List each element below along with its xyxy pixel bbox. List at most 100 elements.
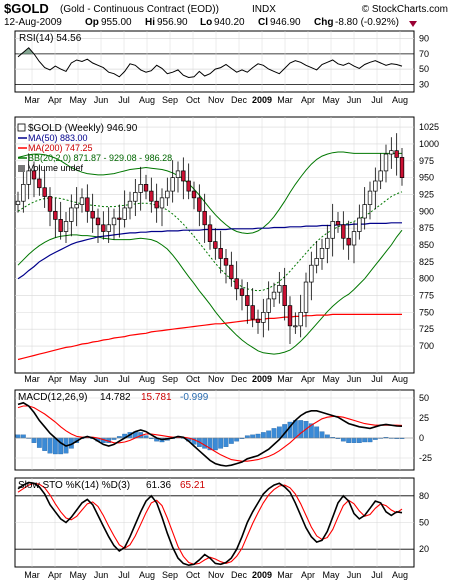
candle	[133, 192, 138, 202]
macd-histogram-bar	[244, 435, 250, 439]
candle	[74, 204, 79, 209]
x-tick-label: Apr	[48, 95, 62, 105]
candle	[346, 237, 351, 246]
x-tick-label: Apr	[301, 374, 315, 384]
candle	[229, 264, 234, 280]
x-tick-label: Jun	[347, 570, 362, 580]
x-tick-label: Jun	[347, 95, 362, 105]
macd-histogram-bar	[255, 433, 261, 439]
x-tick-label: 2009	[252, 374, 272, 384]
candle	[250, 305, 255, 320]
candle	[15, 200, 21, 205]
candle	[239, 288, 245, 296]
rsi-line	[17, 47, 403, 79]
macd-histogram-bar	[228, 437, 234, 444]
price-tick-label: 925	[419, 189, 434, 199]
macd-panel	[14, 389, 415, 471]
candle	[351, 231, 357, 246]
x-tick-label: Jul	[118, 95, 130, 105]
chart-date: 12-Aug-2009	[4, 17, 62, 28]
x-tick-label: May	[69, 95, 87, 105]
x-tick-label: 2009	[252, 570, 272, 580]
x-tick-label: Mar	[277, 374, 293, 384]
candle	[255, 318, 261, 323]
x-tick-label: May	[322, 570, 340, 580]
candle	[335, 221, 341, 226]
candle	[154, 200, 159, 209]
price-tick-label: 825	[419, 257, 434, 267]
x-tick-label: Apr	[48, 374, 62, 384]
x-tick-label: Sep	[162, 95, 178, 105]
sto-legend-d: 65.21	[180, 480, 205, 491]
x-tick-label: Dec	[231, 95, 248, 105]
high-label: Hi	[145, 17, 155, 28]
candle	[341, 224, 346, 239]
macd-histogram-bar	[260, 432, 266, 439]
price-tick-label: 975	[419, 156, 434, 166]
change-value: -8.80 (-0.92%)	[335, 17, 399, 28]
macd-legend-prefix: MACD(12,26,9)	[18, 392, 87, 403]
candle	[399, 157, 405, 178]
x-tick-label: Nov	[208, 374, 225, 384]
candle	[261, 312, 266, 323]
candle	[101, 224, 106, 232]
x-tick-label: Aug	[392, 570, 408, 580]
price-tick-label: 1025	[419, 122, 439, 132]
candle	[389, 150, 394, 155]
macd-histogram-bar	[266, 430, 272, 439]
sto-tick-label: 50	[419, 518, 429, 528]
volume-legend: Volume undef	[28, 163, 84, 173]
x-tick-label: Jun	[347, 374, 362, 384]
candle	[186, 180, 191, 192]
rsi-legend: RSI(14) 54.56	[19, 33, 82, 44]
macd-histogram-bar	[250, 434, 256, 439]
x-tick-label: Jul	[371, 570, 383, 580]
sto-k-line	[17, 481, 403, 567]
candle	[58, 219, 63, 232]
price-tick-label: 1000	[419, 139, 439, 149]
rsi-legend-text: RSI(14) 54.56	[19, 33, 82, 44]
candle	[53, 210, 58, 220]
candle	[138, 184, 143, 193]
chart-description: (Gold - Continuous Contract (EOD))	[60, 4, 219, 15]
price-tick-label: 800	[419, 274, 434, 284]
bb-legend: BB(20,2.0) 871.87 - 929.08 - 986.28	[28, 153, 172, 163]
open-value: 955.00	[101, 17, 132, 28]
macd-histogram-bar	[276, 426, 282, 439]
sto-tick-label: 20	[419, 544, 429, 554]
x-tick-label: Oct	[186, 95, 201, 105]
candle	[42, 187, 47, 197]
macd-histogram-bar	[271, 428, 277, 439]
x-tick-label: May	[322, 374, 340, 384]
sto-legend: Slow STO %K(14) %D(3) 61.36 65.21	[18, 480, 205, 491]
x-tick-label: Mar	[24, 95, 40, 105]
macd-tick-label: -25	[419, 453, 432, 463]
rsi-panel	[14, 30, 415, 93]
rsi-tick-label: 30	[419, 79, 429, 89]
macd-histogram-bar	[314, 426, 320, 439]
candle	[197, 197, 202, 212]
x-tick-label: Aug	[139, 570, 155, 580]
x-tick-label: Jun	[94, 374, 109, 384]
macd-histogram-bar	[367, 437, 373, 443]
macd-histogram-bar	[356, 437, 362, 443]
candle	[245, 295, 250, 306]
candle	[165, 190, 170, 199]
x-tick-label: Aug	[139, 95, 155, 105]
candle	[266, 298, 271, 313]
x-tick-label: Aug	[392, 95, 408, 105]
macd-signal-line	[17, 405, 403, 462]
candle	[47, 196, 53, 212]
open-label: Op	[85, 17, 99, 28]
x-tick-label: Jun	[94, 570, 109, 580]
x-tick-label: Mar	[277, 95, 293, 105]
candle	[143, 184, 149, 192]
candle	[85, 197, 90, 212]
high-value: 956.90	[157, 17, 188, 28]
candle	[159, 197, 165, 209]
candle	[213, 241, 218, 249]
candle	[309, 264, 314, 283]
candle	[37, 178, 42, 189]
x-tick-label: Nov	[208, 570, 225, 580]
candle	[69, 207, 74, 222]
